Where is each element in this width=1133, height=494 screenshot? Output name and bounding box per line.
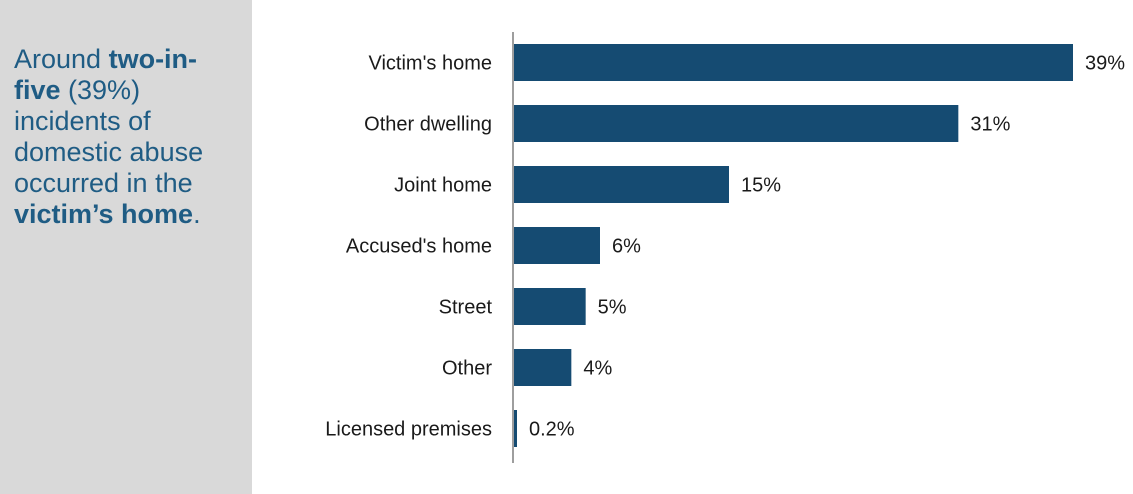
value-label-2: 15% [741, 175, 781, 197]
category-label-0: Victim's home [369, 53, 493, 75]
value-label-6: 0.2% [529, 419, 575, 441]
bar-2 [514, 166, 729, 203]
bar-5 [514, 349, 572, 386]
category-label-3: Accused's home [346, 236, 492, 258]
value-label-1: 31% [970, 114, 1010, 136]
bar-chart-svg: Victim's home 39% Other dwelling 31% Joint h… [325, 32, 1125, 463]
category-label-2: Joint home [394, 175, 492, 197]
callout-text-part-3: . [193, 199, 201, 229]
bar-3 [514, 227, 600, 264]
category-label-1: Other dwelling [364, 114, 492, 136]
bar-0 [514, 44, 1073, 81]
callout-bold-location: victim’s home [14, 199, 194, 229]
callout-text-part-1: Around [14, 44, 109, 74]
category-label-6: Licensed premises [325, 419, 492, 441]
bar-chart: Victim's home 39% Other dwelling 31% Joint h… [252, 0, 1133, 494]
callout-panel: Around two-in-five (39%) incidents of do… [0, 0, 252, 494]
bar-4 [514, 288, 586, 325]
value-label-3: 6% [612, 236, 641, 258]
callout-bold-fraction: two-in-five [14, 44, 198, 105]
callout-text: Around two-in-five (39%) incidents of do… [14, 44, 242, 230]
value-label-0: 39% [1085, 53, 1125, 75]
category-label-5: Other [442, 358, 492, 380]
bar-1 [514, 105, 959, 142]
bar-6 [514, 410, 517, 447]
callout-text-part-2: (39%) incidents of domestic abuse occurr… [14, 75, 204, 198]
value-label-4: 5% [598, 297, 627, 319]
category-label-4: Street [439, 297, 493, 319]
value-label-5: 4% [583, 358, 612, 380]
